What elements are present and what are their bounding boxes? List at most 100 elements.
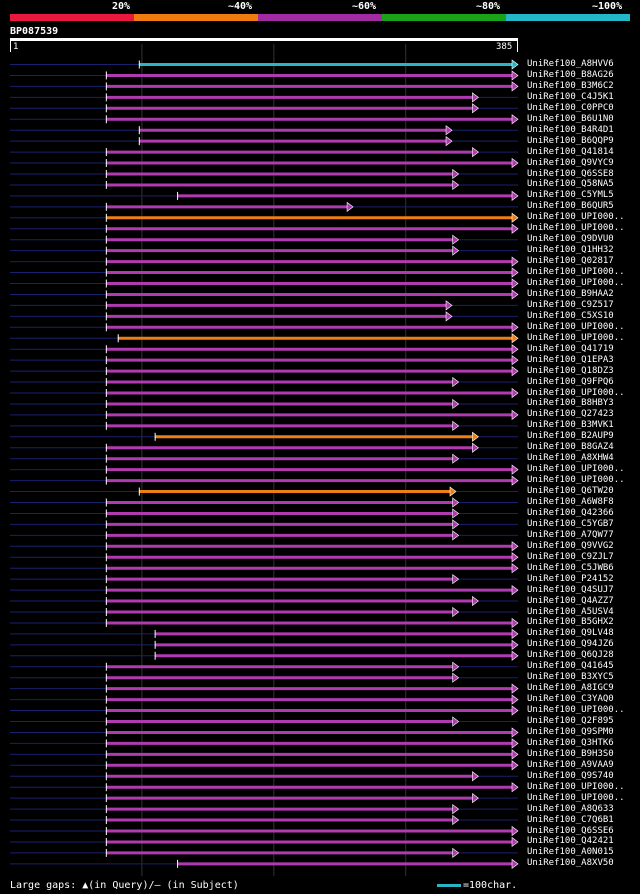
legend-label: ~80% [476,1,501,12]
legend-segment [10,14,134,21]
hit-label[interactable]: UniRef100_UPI000.. [527,278,625,288]
hit-label[interactable]: UniRef100_Q9S740 [527,770,614,781]
hit-label[interactable]: UniRef100_A8HVV6 [527,59,614,69]
hit-end-arrow [452,716,460,727]
hit-label[interactable]: UniRef100_UPI000.. [527,475,625,486]
hit-label[interactable]: UniRef100_UPI000.. [527,223,625,234]
hit-end-arrow [511,727,519,738]
hit-label[interactable]: UniRef100_UPI000.. [527,705,625,716]
hit-label[interactable]: UniRef100_A6W8F8 [527,497,614,507]
hit-label[interactable]: UniRef100_B8AG26 [527,69,614,80]
hit-label[interactable]: UniRef100_A8XHW4 [527,453,614,464]
hit-label[interactable]: UniRef100_A5USV4 [527,606,614,617]
scale-line [10,38,518,41]
hit-label[interactable]: UniRef100_B5GHX2 [527,617,614,628]
hit-label[interactable]: UniRef100_A8IGC9 [527,683,614,694]
hit-label[interactable]: UniRef100_A9VAA9 [527,759,614,770]
hit-end-arrow [511,333,519,344]
hit-label[interactable]: UniRef100_Q9VYC9 [527,157,614,168]
hit-label[interactable]: UniRef100_Q6QJ28 [527,650,614,661]
hit-label[interactable]: UniRef100_Q41645 [527,661,614,672]
hit-label[interactable]: UniRef100_B8GAZ4 [527,442,614,453]
hit-label[interactable]: UniRef100_Q42421 [527,836,614,847]
hit-label[interactable]: UniRef100_B3MVK1 [527,420,614,431]
hit-label[interactable]: UniRef100_Q6SSE8 [527,168,614,179]
hit-end-arrow [511,464,519,475]
hit-label[interactable]: UniRef100_C5JWB6 [527,562,614,573]
hit-label[interactable]: UniRef100_Q9FPQ6 [527,376,614,387]
hit-label[interactable]: UniRef100_B6QUR5 [527,201,614,212]
hit-label[interactable]: UniRef100_Q58NA5 [527,179,614,190]
hit-label[interactable]: UniRef100_B8HBY3 [527,398,614,409]
hit-end-arrow [511,628,519,640]
footer-gap-legend: Large gaps: ▲(in Query)/— (in Subject) [10,880,239,891]
hit-label[interactable]: UniRef100_B2AUP9 [527,431,614,442]
hit-end-arrow [472,147,479,158]
hit-label[interactable]: UniRef100_A8XV50 [527,858,614,869]
hit-label[interactable]: UniRef100_Q4SUJ7 [527,584,614,595]
hit-label[interactable]: UniRef100_C5XS10 [527,310,614,321]
hit-label[interactable]: UniRef100_UPI000.. [527,332,625,343]
hit-end-arrow [511,387,519,399]
hit-label[interactable]: UniRef100_UPI000.. [527,212,625,223]
hit-label[interactable]: UniRef100_C3YAQ0 [527,694,614,705]
hit-end-arrow [511,366,519,377]
hit-label[interactable]: UniRef100_A7QW77 [527,529,614,540]
hit-label[interactable]: UniRef100_Q3HTK6 [527,737,614,748]
hit-label[interactable]: UniRef100_P24152 [527,573,614,584]
hit-label[interactable]: UniRef100_Q9VVG2 [527,540,614,551]
hit-label[interactable]: UniRef100_UPI000.. [527,321,625,332]
hit-end-arrow [452,606,460,618]
hit-end-arrow [452,245,460,256]
hit-label[interactable]: UniRef100_Q94JZ6 [527,639,614,650]
hit-label[interactable]: UniRef100_C9ZJL7 [527,551,614,562]
hit-label[interactable]: UniRef100_A0N015 [527,847,614,858]
hit-label[interactable]: UniRef100_Q6TW20 [527,486,614,497]
hit-label[interactable]: UniRef100_Q41814 [527,146,614,157]
hit-label[interactable]: UniRef100_Q9SPM0 [527,726,614,737]
hit-end-arrow [452,398,460,410]
hit-end-arrow [452,847,460,859]
hit-end-arrow [511,256,519,267]
hit-label[interactable]: UniRef100_B9HAA2 [527,288,614,299]
legend-segment [134,14,258,21]
hit-label[interactable]: UniRef100_B3M6C2 [527,80,614,91]
hit-label[interactable]: UniRef100_C7Q6B1 [527,814,614,825]
hit-label[interactable]: UniRef100_B6QQP9 [527,135,614,146]
hit-label[interactable]: UniRef100_Q6SSE6 [527,825,614,836]
hit-label[interactable]: UniRef100_C5YGB7 [527,518,614,529]
hit-label[interactable]: UniRef100_UPI000.. [527,781,625,792]
hit-label[interactable]: UniRef100_Q42366 [527,507,614,518]
legend-label: 20% [112,1,131,12]
hit-end-arrow [511,738,519,749]
hit-label[interactable]: UniRef100_UPI000.. [527,464,625,475]
hit-label[interactable]: UniRef100_C0PPC0 [527,102,614,113]
hit-end-arrow [511,650,519,661]
hit-label[interactable]: UniRef100_Q1EPA3 [527,354,614,365]
hit-label[interactable]: UniRef100_C9Z517 [527,299,614,310]
hit-label[interactable]: UniRef100_UPI000.. [527,387,625,398]
hit-label[interactable]: UniRef100_B9H3S0 [527,748,614,759]
hit-end-arrow [511,782,519,793]
hit-label[interactable]: UniRef100_B6U1N0 [527,113,614,124]
hit-label[interactable]: UniRef100_UPI000.. [527,267,625,278]
hit-label[interactable]: UniRef100_Q9LV48 [527,628,614,639]
hit-label[interactable]: UniRef100_Q02817 [527,256,614,267]
hit-label[interactable]: UniRef100_Q9DVU0 [527,234,614,245]
hit-label[interactable]: UniRef100_Q2F895 [527,716,614,726]
hit-label[interactable]: UniRef100_Q27423 [527,409,614,420]
hit-label[interactable]: UniRef100_UPI000.. [527,792,625,803]
hit-label[interactable]: UniRef100_B3XYC5 [527,672,614,683]
hit-label[interactable]: UniRef100_Q18DZ3 [527,365,614,376]
hit-label[interactable]: UniRef100_A8Q633 [527,803,614,814]
identity-legend: 20% ~40% ~60% ~80% ~100% [0,0,640,22]
hit-label[interactable]: UniRef100_Q41719 [527,343,614,354]
hit-label[interactable]: UniRef100_C5YML5 [527,190,614,201]
hit-label[interactable]: UniRef100_B4R4D1 [527,124,614,135]
hit-end-arrow [511,322,519,333]
hit-label[interactable]: UniRef100_Q4AZZ7 [527,595,614,606]
hit-label[interactable]: UniRef100_C4J5K1 [527,91,614,102]
hit-end-arrow [511,70,519,81]
hit-label[interactable]: UniRef100_Q1HH32 [527,245,614,256]
